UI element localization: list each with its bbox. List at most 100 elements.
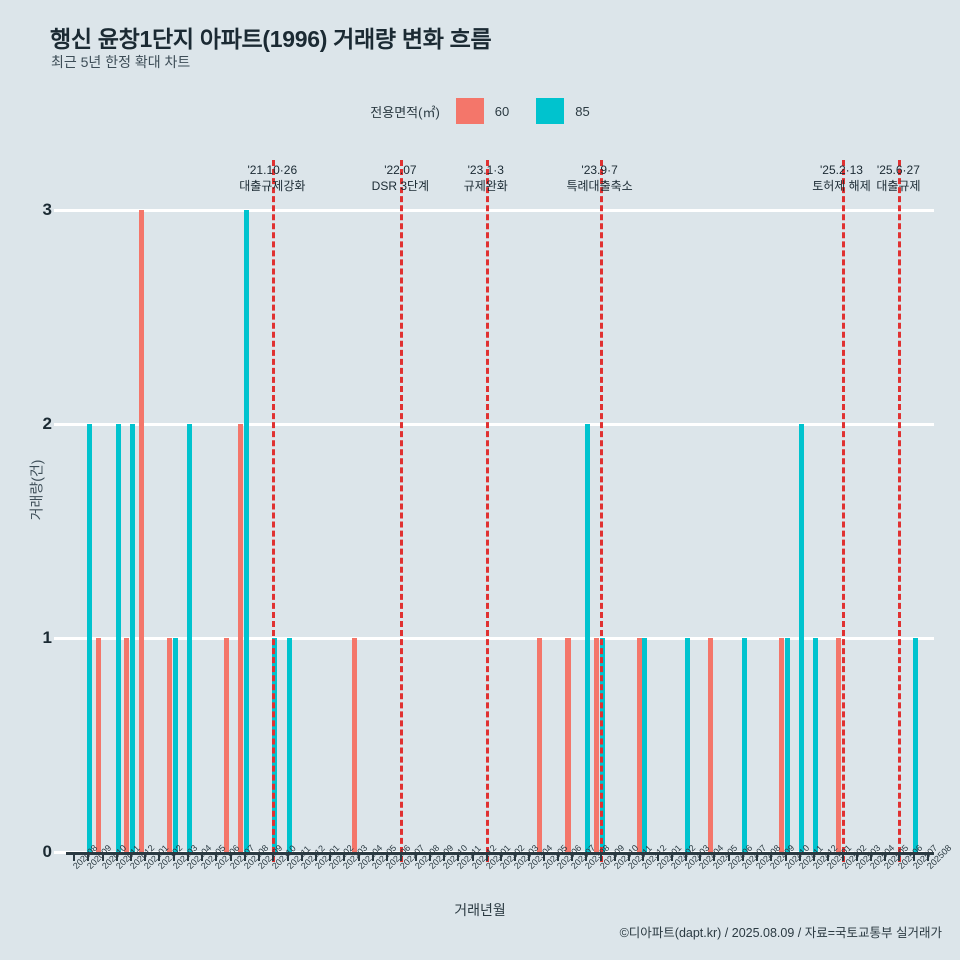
event-line <box>841 160 845 862</box>
x-tick-mark <box>756 852 759 861</box>
x-tick-mark <box>869 852 872 861</box>
x-tick-mark <box>172 852 175 861</box>
x-tick-mark <box>258 852 261 861</box>
x-tick-mark <box>898 852 901 861</box>
bar <box>130 424 136 852</box>
x-tick-mark <box>784 852 787 861</box>
bar <box>636 638 642 852</box>
x-tick-mark <box>371 852 374 861</box>
y-tick-label: 2 <box>42 414 52 433</box>
event-line <box>485 160 489 862</box>
y-axis: 0 1 2 3 <box>0 200 66 861</box>
bar <box>741 638 747 852</box>
x-tick-mark <box>329 852 332 861</box>
x-tick-mark <box>727 852 730 861</box>
bar <box>707 638 713 852</box>
x-tick-mark <box>556 852 559 861</box>
plot-area <box>66 160 934 862</box>
y-tick-label: 0 <box>42 842 52 861</box>
x-tick-mark <box>343 852 346 861</box>
event-text: 특례대출축소 <box>566 179 633 193</box>
gridline <box>66 422 934 426</box>
x-tick-mark <box>130 852 133 861</box>
x-tick-mark <box>628 852 631 861</box>
y-tick-label: 3 <box>42 200 52 219</box>
event-annotation: '23.1·3 규제완화 <box>464 162 508 194</box>
event-text: DSR 3단계 <box>371 179 430 193</box>
gridline <box>66 208 934 212</box>
chart-legend: 전용면적(㎡) 60 85 <box>0 98 960 124</box>
legend-label-60: 60 <box>494 103 510 119</box>
x-tick-mark <box>542 852 545 861</box>
y-tick-mark <box>54 422 66 426</box>
x-tick-mark <box>471 852 474 861</box>
event-line <box>272 160 276 862</box>
bar <box>798 424 804 852</box>
x-tick-mark <box>158 852 161 861</box>
x-tick-mark <box>827 852 830 861</box>
event-date: '25.6·27 <box>876 163 920 177</box>
x-tick-mark <box>571 852 574 861</box>
x-tick-mark <box>684 852 687 861</box>
event-text: 대출규제강화 <box>239 179 306 193</box>
bar <box>593 638 599 852</box>
x-tick-mark <box>229 852 232 861</box>
x-tick-mark <box>841 852 844 861</box>
event-line <box>400 160 404 862</box>
y-tick-mark <box>54 208 66 212</box>
event-annotation: '25.2·13 토허제 해제 <box>812 162 871 194</box>
x-tick-mark <box>884 852 887 861</box>
event-date: '21.10·26 <box>247 163 298 177</box>
page-title: 행신 윤창1단지 아파트(1996) 거래량 변화 흐름 <box>50 26 492 52</box>
bar <box>642 638 648 852</box>
x-tick-mark <box>457 852 460 861</box>
legend-swatch-60 <box>455 98 484 124</box>
x-tick-mark <box>585 852 588 861</box>
bar <box>243 210 249 852</box>
x-tick-mark <box>500 852 502 861</box>
x-tick-mark <box>186 852 189 861</box>
x-tick-mark <box>926 852 929 861</box>
event-date: '23.1·3 <box>467 163 504 177</box>
gridline <box>66 636 934 640</box>
x-tick-mark <box>670 852 673 861</box>
bar <box>565 638 571 852</box>
event-annotation: '23.9·7 특례대출축소 <box>566 162 632 194</box>
event-annotation: '21.10·26 대출규제강화 <box>239 162 305 194</box>
x-tick-mark <box>414 852 417 861</box>
x-tick-mark <box>912 852 915 861</box>
y-tick-label: 1 <box>42 628 52 647</box>
y-axis-title-wrap: 거래량(건) <box>0 430 44 550</box>
x-tick-mark <box>115 852 118 861</box>
x-tick-mark <box>813 852 816 861</box>
event-annotation: '22.07 DSR 3단계 <box>372 162 429 194</box>
bar <box>138 210 144 852</box>
x-tick-mark <box>528 852 531 861</box>
bar <box>167 638 173 852</box>
bar <box>172 638 178 852</box>
footer-credit: ©디아파트(dapt.kr) / 2025.08.09 / 자료=국토교통부 실… <box>619 926 942 940</box>
x-tick-mark <box>514 852 517 861</box>
x-tick-mark <box>215 852 218 861</box>
x-tick-mark <box>741 852 744 861</box>
event-text: 토허제 해제 <box>812 179 871 193</box>
x-tick-mark <box>428 852 431 861</box>
bar <box>778 638 784 852</box>
x-tick-mark <box>699 852 702 861</box>
legend-label-85: 85 <box>575 103 590 119</box>
x-tick-mark <box>315 852 318 861</box>
bar <box>684 638 691 852</box>
event-line <box>898 160 902 862</box>
x-tick-mark <box>201 852 204 861</box>
x-tick-mark <box>642 852 645 861</box>
bar <box>912 638 918 852</box>
event-line <box>599 160 603 862</box>
event-text: 규제완화 <box>463 179 508 193</box>
x-tick-mark <box>770 852 773 861</box>
event-date: '23.9·7 <box>581 163 618 177</box>
x-tick-mark <box>286 852 289 861</box>
event-text: 대출규제 <box>876 179 921 193</box>
x-tick-mark <box>87 852 90 861</box>
x-tick-mark <box>101 852 104 861</box>
